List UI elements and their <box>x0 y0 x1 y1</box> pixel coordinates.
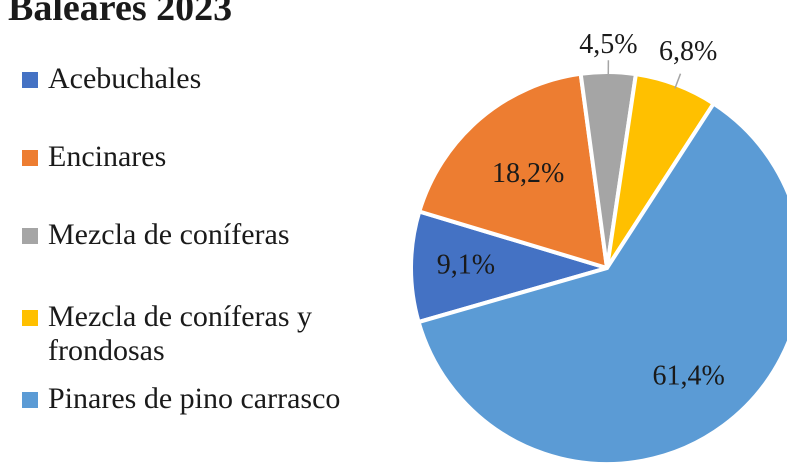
legend-label: Pinares de pino carrasco <box>48 382 341 415</box>
legend-item: Mezcla de coníferas <box>22 218 368 252</box>
chart-title: Baleares 2023 <box>8 0 233 29</box>
legend-item: Mezcla de coníferas y frondosas <box>22 300 368 368</box>
pie-slice <box>416 71 610 271</box>
data-label: 61,4% <box>652 361 724 392</box>
legend-swatch <box>22 392 38 408</box>
legend-swatch <box>22 150 38 166</box>
data-label: 9,1% <box>437 249 495 280</box>
legend-label: Encinares <box>48 140 167 173</box>
legend-swatch <box>22 72 38 88</box>
legend-label: Mezcla de coníferas <box>48 218 290 251</box>
pie-slice <box>416 100 787 463</box>
legend-item: Encinares <box>22 140 368 174</box>
leader-line <box>674 73 682 89</box>
data-label: 18,2% <box>492 158 564 189</box>
legend-swatch <box>22 228 38 244</box>
legend-label: Acebuchales <box>48 62 202 95</box>
pie-slice <box>409 208 615 325</box>
data-label: 6,8% <box>659 36 717 67</box>
data-label: 4,5% <box>579 29 637 60</box>
legend-item: Acebuchales <box>22 62 368 96</box>
legend-item: Pinares de pino carrasco <box>22 382 368 416</box>
legend-label: Mezcla de coníferas y frondosas <box>48 300 313 367</box>
legend-swatch <box>22 310 38 326</box>
